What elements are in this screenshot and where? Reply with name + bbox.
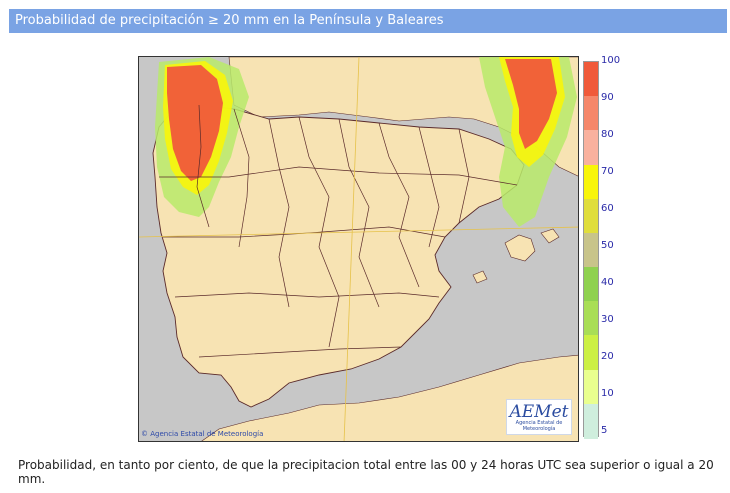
legend-band xyxy=(584,301,598,337)
legend-band xyxy=(584,164,598,200)
legend-label: 10 xyxy=(601,388,614,399)
legend-band xyxy=(584,232,598,268)
ibiza xyxy=(472,270,488,284)
aemet-logo: AEMet Agencia Estatal de Meteorología xyxy=(506,399,572,435)
legend-label: 50 xyxy=(601,240,614,251)
legend-label: 30 xyxy=(601,314,614,325)
legend-band xyxy=(584,198,598,234)
legend-label: 70 xyxy=(601,166,614,177)
map-credit: © Agencia Estatal de Meteorología xyxy=(141,430,264,438)
legend-band xyxy=(584,96,598,132)
legend-label: 20 xyxy=(601,351,614,362)
prob-area-100-nw xyxy=(167,65,223,181)
legend-label: 5 xyxy=(601,425,608,436)
legend-band xyxy=(584,335,598,371)
map-caption: Probabilidad, en tanto por ciento, de qu… xyxy=(18,458,714,486)
legend-label: 90 xyxy=(601,92,614,103)
page-title: Probabilidad de precipitación ≥ 20 mm en… xyxy=(9,9,727,33)
prob-area-100-ne xyxy=(505,59,557,149)
legend-band xyxy=(584,130,598,166)
legend-band xyxy=(584,403,598,439)
map-svg xyxy=(139,57,578,441)
legend-label: 100 xyxy=(601,55,621,66)
africa-land xyxy=(201,354,578,441)
legend-band xyxy=(584,369,598,405)
logo-text: AEMet xyxy=(509,402,569,422)
province-borders xyxy=(159,104,518,358)
legend-band xyxy=(584,267,598,303)
legend-label: 60 xyxy=(601,203,614,214)
iberia-land xyxy=(152,104,525,408)
logo-subtext: Agencia Estatal de Meteorología xyxy=(515,420,563,432)
graticule xyxy=(139,57,578,441)
menorca xyxy=(540,228,560,244)
mallorca xyxy=(504,234,536,262)
legend-label: 40 xyxy=(601,277,614,288)
legend-label: 80 xyxy=(601,129,614,140)
legend-band xyxy=(584,62,598,97)
probability-legend xyxy=(583,61,599,439)
precipitation-map: © Agencia Estatal de Meteorología AEMet … xyxy=(138,56,579,442)
